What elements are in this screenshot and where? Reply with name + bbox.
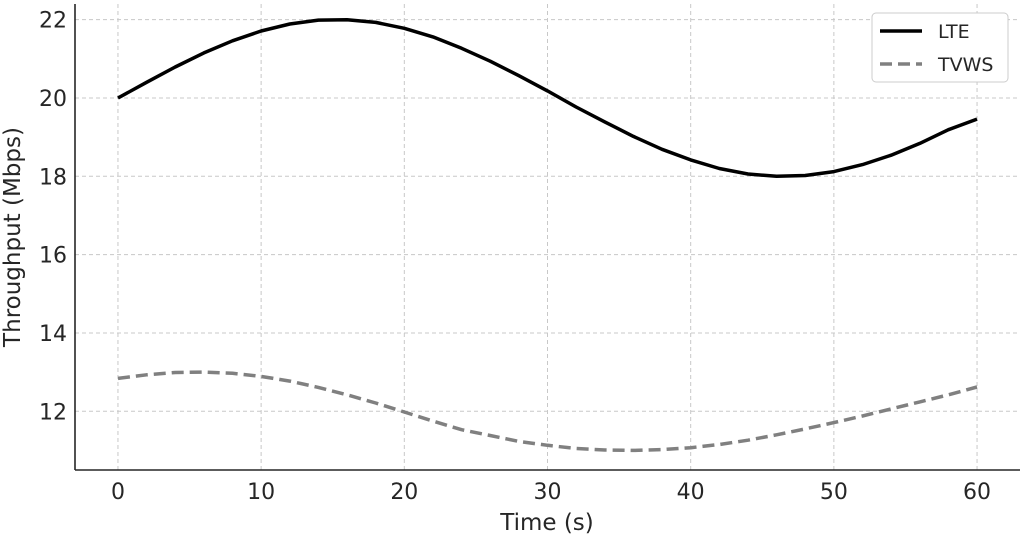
- y-tick-label: 14: [39, 322, 67, 347]
- x-axis-label: Time (s): [499, 510, 594, 536]
- x-tick-label: 60: [963, 480, 991, 505]
- x-tick-label: 10: [247, 480, 275, 505]
- axes: [74, 4, 1020, 471]
- y-tick-label: 12: [39, 400, 67, 425]
- y-tick-label: 20: [39, 87, 67, 112]
- legend-label-lte: LTE: [938, 21, 970, 43]
- y-axis-label: Throughput (Mbps): [0, 127, 26, 348]
- series-line-tvws: [117, 370, 978, 453]
- x-tick-label: 20: [390, 480, 418, 505]
- x-tick-label: 40: [677, 480, 705, 505]
- x-tick-label: 50: [820, 480, 848, 505]
- series-line-lte: [117, 17, 978, 179]
- legend: LTE TVWS: [871, 12, 1009, 83]
- y-tick-label: 16: [39, 244, 67, 269]
- grid: [75, 4, 1020, 470]
- legend-label-tvws: TVWS: [937, 54, 993, 76]
- x-tick-label: 0: [111, 480, 125, 505]
- series-lines: [117, 17, 978, 453]
- x-tick-label: 30: [534, 480, 562, 505]
- y-tick-label: 18: [39, 165, 67, 190]
- tick-labels: 0 10 20 30 40 50 60 12 14 16 18 20 22: [39, 9, 991, 505]
- y-tick-label: 22: [39, 9, 67, 34]
